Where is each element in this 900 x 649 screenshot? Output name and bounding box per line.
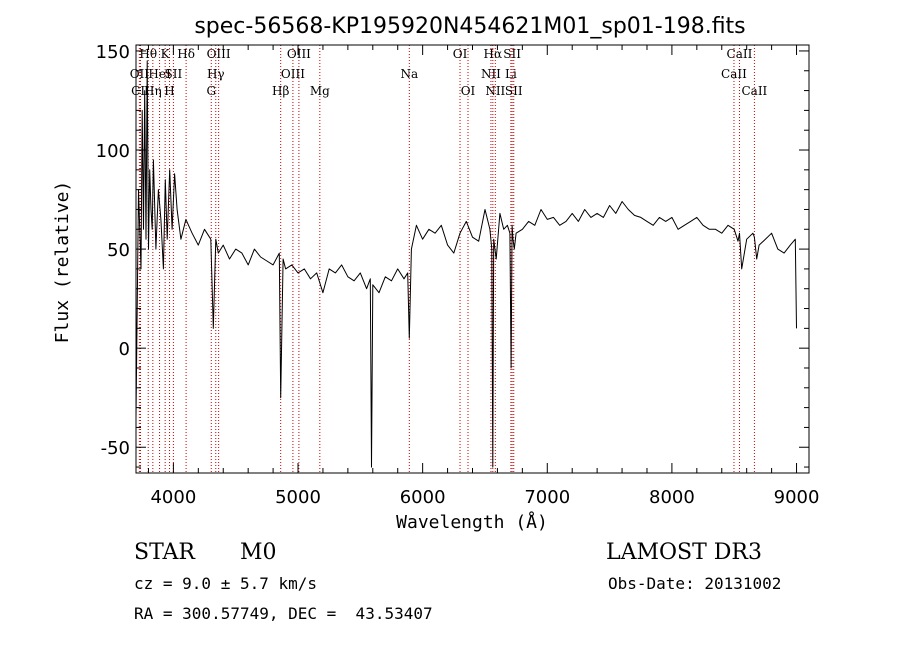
x-tick-label: 6000 — [400, 487, 446, 508]
y-tick-label: -50 — [101, 438, 130, 459]
line-label: OIII — [287, 47, 311, 61]
survey-name: LAMOST DR3 — [606, 540, 762, 565]
line-label: CaII — [741, 84, 767, 98]
spectrum-line — [135, 60, 797, 468]
line-label: OIII — [207, 47, 231, 61]
object-class: STAR — [134, 540, 195, 565]
plot-frame — [135, 44, 810, 474]
line-label: OI — [461, 84, 476, 98]
line-label: H — [164, 84, 174, 98]
line-label: Li — [505, 67, 517, 81]
observation-date: Obs-Date: 20131002 — [608, 574, 782, 593]
line-label: Mg — [310, 84, 330, 98]
y-tick-label: 50 — [107, 240, 130, 261]
line-label: HeI — [148, 67, 171, 81]
line-label: CII — [131, 84, 150, 98]
axis-ticks: 4000 5000 6000 7000 8000 9000 -50 0 50 100 150 — [96, 42, 820, 508]
line-label: SII — [505, 84, 523, 98]
object-subclass: M0 — [240, 540, 277, 565]
x-axis-label: Wavelength (Å) — [396, 511, 548, 533]
x-tick-label: 5000 — [275, 487, 321, 508]
coordinates-readout: RA = 300.57749, DEC = 43.53407 — [134, 604, 433, 623]
x-tick-label: 7000 — [524, 487, 570, 508]
line-label: OI — [453, 47, 468, 61]
line-label: Hγ — [207, 67, 225, 81]
x-tick-label: 4000 — [150, 487, 196, 508]
line-label: CaII — [727, 47, 753, 61]
y-tick-label: 150 — [96, 42, 130, 63]
line-label: Hθ — [139, 47, 157, 61]
x-tick-label: 8000 — [649, 487, 695, 508]
line-label: Hη — [144, 84, 162, 98]
line-label: CaII — [721, 67, 747, 81]
spectral-line-markers — [138, 45, 755, 473]
line-label: OII — [130, 67, 150, 81]
line-label: Hδ — [177, 47, 195, 61]
y-tick-label: 0 — [119, 339, 130, 360]
spectrum-series — [135, 60, 797, 468]
line-label: K — [161, 47, 171, 61]
redshift-readout: cz = 9.0 ± 5.7 km/s — [134, 574, 318, 593]
y-tick-label: 100 — [96, 141, 130, 162]
line-label: NII — [481, 67, 501, 81]
line-label: Na — [400, 67, 418, 81]
line-label: Hα — [484, 47, 503, 61]
x-tick-label: 9000 — [774, 487, 820, 508]
line-label: SII — [503, 47, 521, 61]
line-label: G — [206, 84, 216, 98]
chart-title: spec-56568-KP195920N454621M01_sp01-198.f… — [194, 14, 745, 39]
line-label: SII — [165, 67, 183, 81]
line-label: OIII — [281, 67, 305, 81]
line-label: NII — [485, 84, 505, 98]
line-label: Hβ — [272, 84, 289, 98]
y-axis-label: Flux (relative) — [52, 181, 73, 344]
